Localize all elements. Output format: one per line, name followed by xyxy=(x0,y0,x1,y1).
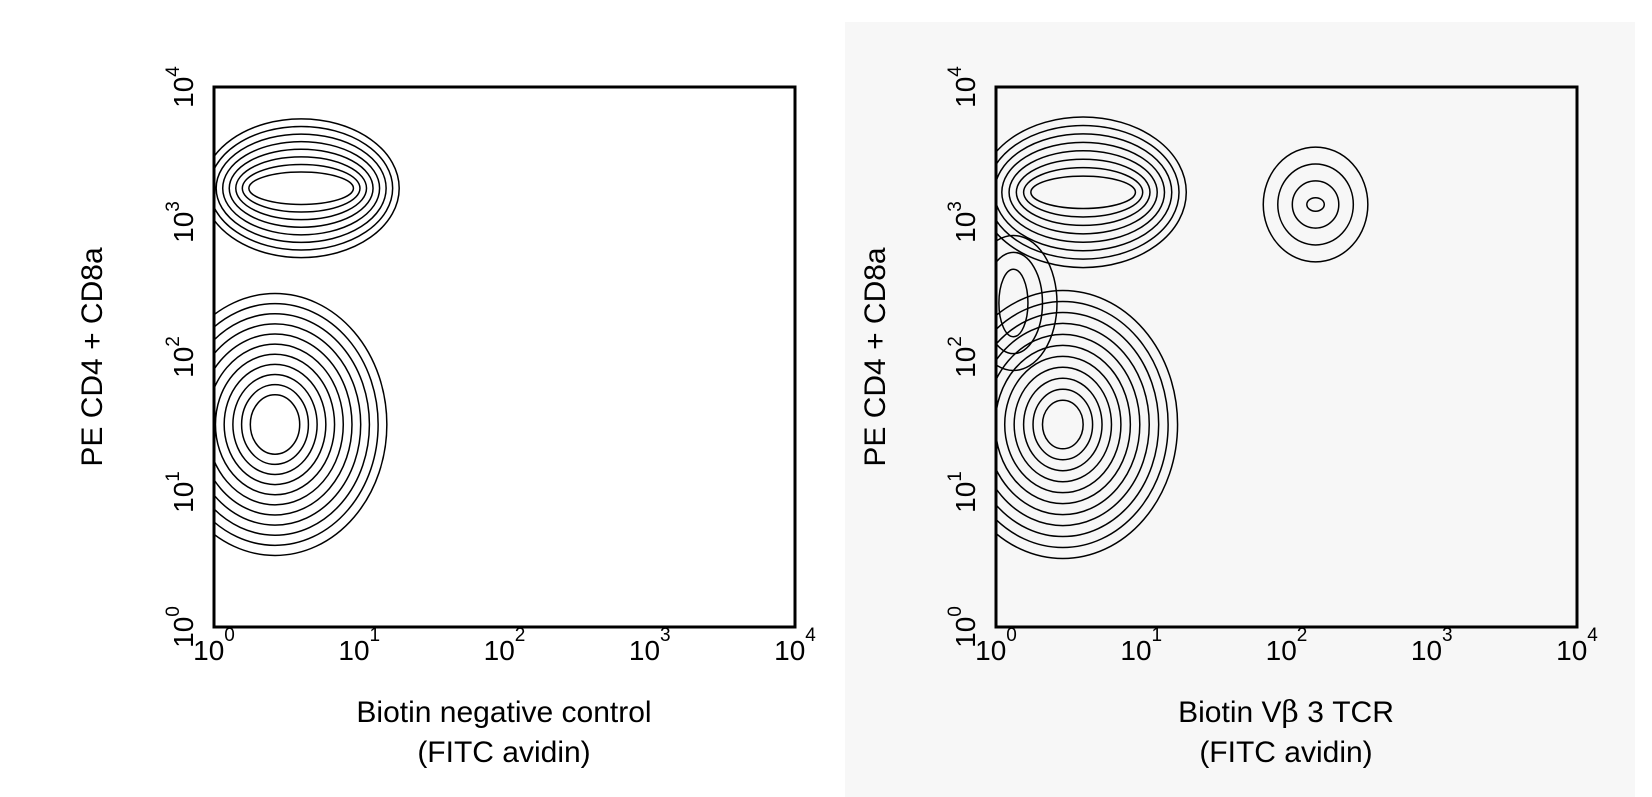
right-contour-line xyxy=(1291,180,1340,229)
left-contour-line xyxy=(249,394,301,455)
left-contour-line xyxy=(240,383,310,466)
right-contour-line xyxy=(1277,163,1355,246)
left-contour-line xyxy=(214,323,362,526)
left-x-tick-label: 100 xyxy=(193,625,235,666)
right-contour-line xyxy=(1041,399,1084,450)
right-contour-line xyxy=(1008,150,1158,235)
right-contour-line xyxy=(996,333,1141,516)
right-y-tick-label: 101 xyxy=(945,471,981,513)
left-contour-line xyxy=(214,313,371,536)
right-x-axis-label-line1: Biotin Vβ 3 TCR xyxy=(1178,695,1394,730)
left-panel: 100 101 102 103 104 100 101 102 103 104 PE CD4 +… xyxy=(62,22,842,797)
left-x-axis-label-line2: (FITC avidin) xyxy=(417,736,590,769)
left-y-tick-labels: 100 101 102 103 104 xyxy=(163,66,199,648)
right-population-2 xyxy=(996,234,1058,372)
right-y-tick-label: 100 xyxy=(945,606,981,648)
right-contour-line xyxy=(996,300,1169,549)
left-contour-line xyxy=(248,171,355,206)
right-contour-line xyxy=(1013,366,1113,483)
left-plot-frame xyxy=(212,85,797,629)
left-x-tick-label: 101 xyxy=(338,625,380,666)
right-contour-line xyxy=(996,311,1160,538)
right-y-tick-label: 103 xyxy=(945,201,981,243)
right-contour-line xyxy=(1032,388,1094,461)
left-x-axis-label-line1: Biotin negative control xyxy=(356,696,651,729)
left-population-1 xyxy=(214,292,388,557)
right-x-tick-label: 100 xyxy=(975,625,1017,666)
left-contour-group xyxy=(214,118,400,557)
left-contour-line xyxy=(235,156,368,221)
right-contour-line xyxy=(996,116,1187,269)
right-contour-line xyxy=(1022,166,1144,218)
right-contour-line xyxy=(1015,158,1151,227)
left-y-tick-label: 103 xyxy=(163,201,199,243)
right-contour-line xyxy=(996,133,1173,252)
right-x-axis-label-part3: 3 TCR xyxy=(1299,696,1394,729)
right-population-1 xyxy=(996,289,1179,560)
left-x-tick-labels: 100 101 102 103 104 xyxy=(193,625,816,666)
left-y-tick-label: 102 xyxy=(163,336,199,378)
left-contour-line xyxy=(214,343,345,506)
left-y-tick-label: 104 xyxy=(163,66,199,108)
left-y-tick-label: 100 xyxy=(163,606,199,648)
left-contour-line xyxy=(232,373,318,476)
right-contour-line xyxy=(1022,377,1103,472)
left-contour-line xyxy=(214,118,400,259)
left-contour-line xyxy=(214,125,394,251)
right-contour-line xyxy=(998,268,1029,338)
left-population-0 xyxy=(214,118,400,259)
left-y-axis-label: PE CD4 + CD8a xyxy=(76,247,109,467)
right-x-axis-label-part1: Biotin V xyxy=(1178,696,1281,729)
left-contour-line xyxy=(215,133,387,244)
left-y-tick-label: 101 xyxy=(163,471,199,513)
right-plot-frame xyxy=(994,85,1579,629)
left-contour-line xyxy=(214,302,379,547)
right-x-tick-labels: 100 101 102 103 104 xyxy=(975,625,1598,666)
left-contour-line xyxy=(241,163,361,213)
right-population-0 xyxy=(996,116,1187,269)
right-y-tick-labels: 100 101 102 103 104 xyxy=(945,66,981,648)
right-panel-background xyxy=(845,22,1635,797)
left-contour-line xyxy=(214,333,353,516)
right-y-tick-label: 102 xyxy=(945,336,981,378)
left-x-tick-label: 104 xyxy=(774,625,816,666)
left-contour-line xyxy=(214,292,388,557)
right-contour-line xyxy=(996,251,1044,355)
right-contour-line xyxy=(1262,146,1369,263)
right-contour-line xyxy=(996,344,1132,505)
right-x-axis-label-beta: β xyxy=(1282,695,1299,730)
right-x-tick-label: 101 xyxy=(1120,625,1162,666)
left-x-tick-label: 103 xyxy=(629,625,671,666)
right-contour-line xyxy=(1306,196,1326,212)
left-contour-line xyxy=(223,363,327,486)
right-x-tick-label: 104 xyxy=(1556,625,1598,666)
right-contour-line xyxy=(1003,355,1122,494)
right-x-axis-label-line2: (FITC avidin) xyxy=(1199,736,1372,769)
right-y-axis-label: PE CD4 + CD8a xyxy=(859,247,892,467)
left-contour-line xyxy=(228,148,374,228)
right-y-tick-label: 104 xyxy=(945,66,981,108)
right-contour-line xyxy=(1030,175,1137,210)
right-contour-group xyxy=(996,116,1369,560)
right-population-3 xyxy=(1262,146,1369,263)
right-x-tick-label: 103 xyxy=(1411,625,1453,666)
right-panel: 100 101 102 103 104 100 101 102 103 104 PE CD4 +… xyxy=(845,22,1635,797)
right-contour-line xyxy=(996,124,1180,260)
right-contour-line xyxy=(1001,141,1166,244)
left-x-tick-label: 102 xyxy=(484,625,526,666)
right-x-tick-label: 102 xyxy=(1266,625,1308,666)
left-contour-line xyxy=(221,140,381,236)
right-contour-line xyxy=(996,289,1179,560)
right-contour-line xyxy=(996,322,1150,527)
right-contour-line xyxy=(996,234,1058,372)
left-panel-background xyxy=(62,22,842,797)
